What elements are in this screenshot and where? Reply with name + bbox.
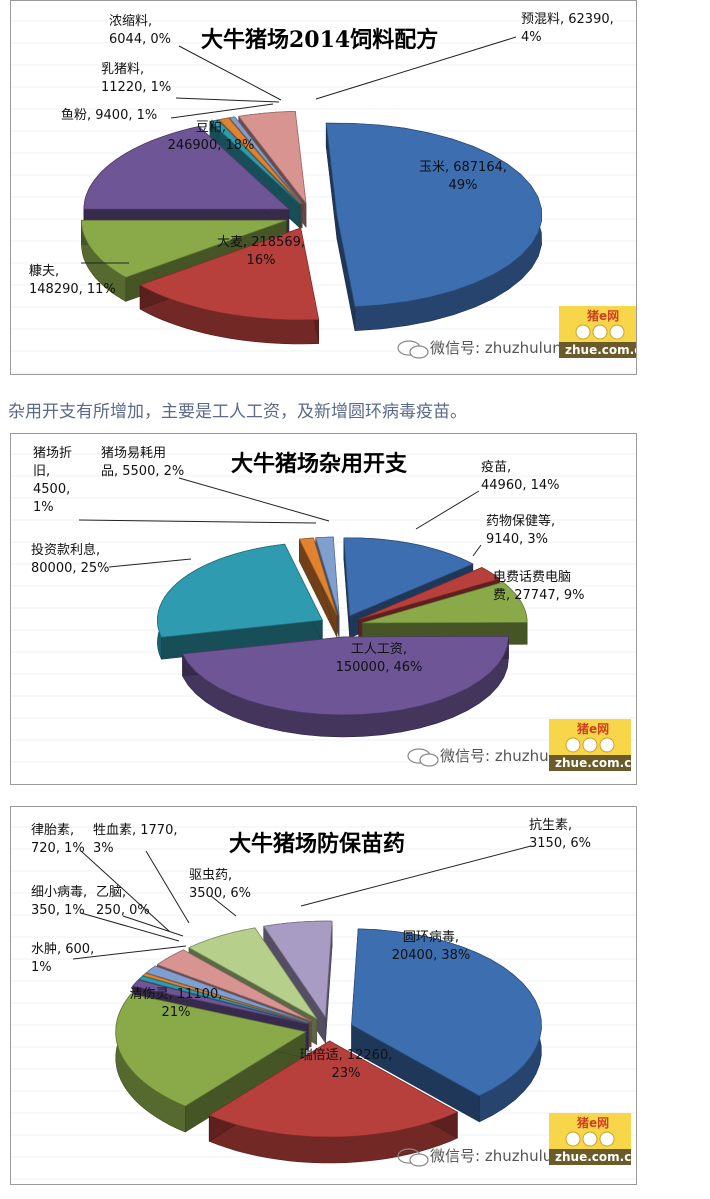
svg-text:zhue.com.cn: zhue.com.cn <box>555 1150 636 1164</box>
caption-text: 杂用开支有所增加，主要是工人工资，及新增圆环病毒疫苗。 <box>8 402 467 422</box>
zhue-logo: 猪e网 zhue.com.cn <box>549 719 636 771</box>
chart-title: 大牛猪场防保苗药 <box>229 831 405 857</box>
pie-slice-清伤灵 <box>115 993 307 1133</box>
data-label: 清伤灵, 11100, 21% <box>130 987 223 1020</box>
data-label: 猪场易耗用品, 5500, 2% <box>101 446 184 479</box>
pie-slice-圆环病毒 <box>351 928 542 1123</box>
data-label: 律胎素, 720, 1% <box>31 823 85 856</box>
pie-slice-玉米 <box>325 122 543 332</box>
data-label: 疫苗, 44960, 14% <box>481 459 560 493</box>
pie-slice-瑞倍适 <box>208 1040 459 1164</box>
data-label: 鱼粉, 9400, 1% <box>61 107 157 123</box>
pie-slice-投资款利息 <box>156 543 323 660</box>
zhue-logo: 猪e网 zhue.com.cn <box>559 306 636 358</box>
data-label: 投资款利息, 80000, 25% <box>31 542 110 576</box>
data-label: 工人工资, 150000, 46% <box>336 642 423 675</box>
data-label: 电费话费电脑费, 27747, 9% <box>493 570 585 603</box>
pie-slice-猪场折旧 <box>298 537 338 638</box>
leader-line <box>178 477 330 522</box>
svg-text:微信号: zhuzhuluntan: 微信号: zhuzhuluntan <box>430 339 586 357</box>
pie-chart-feed: 玉米, 687164, 49% 大麦, 218569, 16% 糠夫, 148290, 1… <box>11 12 636 374</box>
data-label: 糠夫, 148290, 11% <box>29 263 116 297</box>
chart-panel-misc: 疫苗, 44960, 14% 药物保健等, 9140, 3% 电费话费电脑费, 2774… <box>10 433 637 785</box>
pie-chart-misc: 疫苗, 44960, 14% 药物保健等, 9140, 3% 电费话费电脑费, 2774… <box>11 446 636 771</box>
leader-line <box>210 895 237 917</box>
leader-line <box>72 945 187 960</box>
pie-chart-vaccine: 圆环病毒, 20400, 38% 瑞倍适, 12260, 23% 清伤灵, 11100,… <box>11 818 636 1180</box>
chart-panel-feed: 玉米, 687164, 49% 大麦, 218569, 16% 糠夫, 148290, 1… <box>10 0 637 375</box>
wechat-watermark: 微信号: zhuzhuluntan <box>397 1147 586 1167</box>
svg-text:猪e网: 猪e网 <box>576 721 609 736</box>
leader-line <box>170 103 274 119</box>
svg-text:zhue.com.cn: zhue.com.cn <box>555 756 636 770</box>
leader-line <box>145 850 190 924</box>
data-label: 水肿, 600, 1% <box>31 942 94 975</box>
zhue-logo: 猪e网 zhue.com.cn <box>549 1113 636 1165</box>
leader-line <box>300 845 532 907</box>
data-label: 牲血素, 1770, 3% <box>93 823 177 856</box>
leader-line <box>80 912 180 942</box>
leader-line <box>415 490 480 530</box>
data-label: 玉米, 687164, 49% <box>419 160 507 193</box>
leader-line <box>80 850 170 932</box>
leader-line <box>175 97 280 103</box>
data-label: 大麦, 218569, 16% <box>217 235 305 268</box>
data-label: 乳猪料, 11220, 1% <box>101 62 171 95</box>
data-label: 驱虫药, 3500, 6% <box>189 868 251 901</box>
svg-text:猪e网: 猪e网 <box>586 308 619 323</box>
chart-title: 大牛猪场2014饲料配方 <box>201 27 438 53</box>
data-label: 浓缩料, 6044, 0% <box>109 13 171 47</box>
pie-slice-大麦 <box>139 227 320 345</box>
data-label: 瑞倍适, 12260, 23% <box>300 1048 393 1081</box>
svg-text:猪e网: 猪e网 <box>576 1115 609 1130</box>
wechat-watermark: 微信号: zhuzhuluntan <box>397 339 586 359</box>
leader-line <box>178 45 282 101</box>
data-label: 抗生素, 3150, 6% <box>529 818 591 851</box>
leader-line <box>472 544 482 557</box>
pie-slice-糠夫 <box>80 219 287 302</box>
leader-line <box>78 519 317 524</box>
data-label: 预混料, 62390, 4% <box>521 12 614 45</box>
data-label: 圆环病毒, 20400, 38% <box>392 930 471 963</box>
leader-line <box>315 36 517 100</box>
data-label: 猪场折旧, 4500, 1% <box>33 446 72 515</box>
leader-line <box>122 915 184 937</box>
leader-line <box>108 558 192 568</box>
chart-panel-vaccine: 圆环病毒, 20400, 38% 瑞倍适, 12260, 23% 清伤灵, 11100,… <box>10 806 637 1185</box>
chart-title: 大牛猪场杂用开支 <box>231 451 408 477</box>
data-label: 乙脑, 250, 0% <box>96 885 150 918</box>
data-label: 药物保健等, 9140, 3% <box>486 513 555 547</box>
svg-text:zhue.com.cn: zhue.com.cn <box>565 343 636 357</box>
svg-text:微信号: zhuzhuluntan: 微信号: zhuzhuluntan <box>430 1147 586 1165</box>
data-label: 豆粕, 246900, 18% <box>168 120 255 153</box>
data-label: 细小病毒, 350, 1% <box>31 885 87 918</box>
pie-slice-工人工资 <box>181 635 509 738</box>
